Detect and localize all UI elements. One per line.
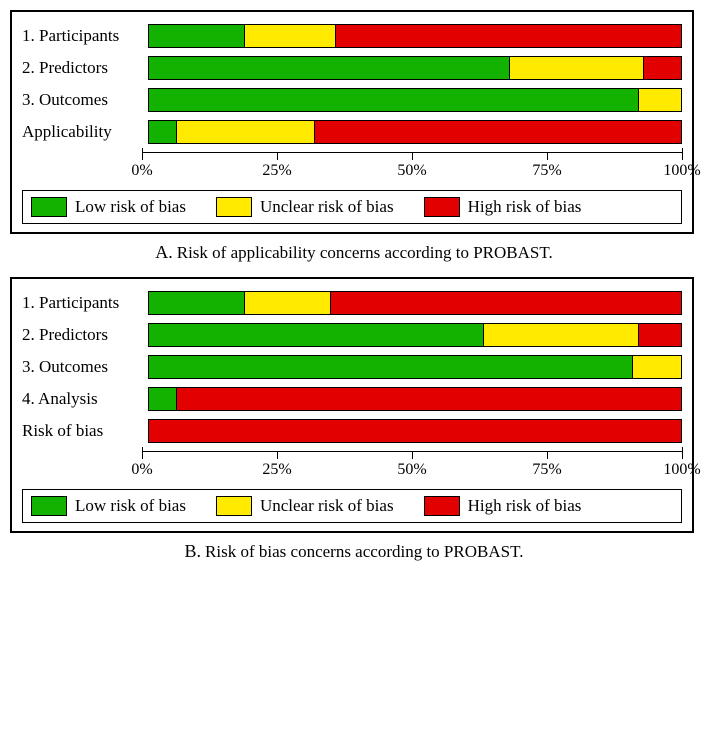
chart-area: 1. Participants 2. Predictors 3. Outcomes 4…	[22, 291, 682, 523]
bar-track	[148, 88, 682, 112]
bar-row: 1. Participants	[22, 291, 682, 315]
legend-swatch	[216, 496, 252, 516]
segment-unclear	[244, 25, 335, 47]
chart-panel: 1. Participants 2. Predictors 3. Outcomes 4…	[10, 277, 694, 533]
x-axis: 0%25%50%75%100%	[22, 451, 682, 485]
legend-label: Unclear risk of bias	[260, 197, 394, 217]
segment-unclear	[638, 89, 681, 111]
chart-panel: 1. Participants 2. Predictors 3. Outcomes A…	[10, 10, 694, 234]
bar-row: Applicability	[22, 120, 682, 144]
bar-track	[148, 323, 682, 347]
segment-low	[149, 89, 638, 111]
legend-item: Unclear risk of bias	[216, 496, 394, 516]
legend-label: Low risk of bias	[75, 496, 186, 516]
axis-tick-label: 100%	[663, 461, 700, 479]
caption-text: Risk of bias concerns according to PROBA…	[205, 542, 523, 561]
bar-track	[148, 291, 682, 315]
axis-tick-label: 100%	[663, 162, 700, 180]
segment-high	[638, 324, 681, 346]
row-label: 3. Outcomes	[22, 357, 148, 377]
bar-track	[148, 56, 682, 80]
bar-row: 2. Predictors	[22, 323, 682, 347]
bar-row: 3. Outcomes	[22, 355, 682, 379]
segment-high	[643, 57, 681, 79]
axis-tick-label: 50%	[397, 162, 426, 180]
chart-area: 1. Participants 2. Predictors 3. Outcomes A…	[22, 24, 682, 224]
legend-item: High risk of bias	[424, 197, 582, 217]
row-label: 3. Outcomes	[22, 90, 148, 110]
axis-tick-label: 25%	[262, 461, 291, 479]
segment-low	[149, 388, 176, 410]
segment-unclear	[176, 121, 315, 143]
bar-track	[148, 24, 682, 48]
caption-letter: A.	[155, 242, 173, 262]
legend-item: Unclear risk of bias	[216, 197, 394, 217]
row-label: 2. Predictors	[22, 325, 148, 345]
legend-label: Unclear risk of bias	[260, 496, 394, 516]
bar-row: 2. Predictors	[22, 56, 682, 80]
bar-row: 4. Analysis	[22, 387, 682, 411]
bar-track	[148, 387, 682, 411]
segment-unclear	[632, 356, 681, 378]
segment-unclear	[483, 324, 638, 346]
legend-label: High risk of bias	[468, 197, 582, 217]
segment-high	[330, 292, 681, 314]
caption-letter: B.	[185, 541, 202, 561]
legend-item: High risk of bias	[424, 496, 582, 516]
segment-low	[149, 356, 632, 378]
segment-low	[149, 324, 483, 346]
segment-high	[176, 388, 681, 410]
legend: Low risk of bias Unclear risk of bias High…	[22, 190, 682, 224]
bar-row: Risk of bias	[22, 419, 682, 443]
legend-swatch	[216, 197, 252, 217]
legend-swatch	[31, 197, 67, 217]
axis-tick-label: 50%	[397, 461, 426, 479]
segment-unclear	[244, 292, 330, 314]
segment-low	[149, 121, 176, 143]
axis-tick-label: 0%	[131, 162, 152, 180]
row-label: 4. Analysis	[22, 389, 148, 409]
bar-row: 1. Participants	[22, 24, 682, 48]
bar-track	[148, 355, 682, 379]
legend-item: Low risk of bias	[31, 197, 186, 217]
bar-track	[148, 120, 682, 144]
segment-low	[149, 25, 244, 47]
bar-row: 3. Outcomes	[22, 88, 682, 112]
legend-swatch	[424, 496, 460, 516]
axis-tick-label: 0%	[131, 461, 152, 479]
legend-label: High risk of bias	[468, 496, 582, 516]
row-label: 2. Predictors	[22, 58, 148, 78]
segment-high	[314, 121, 681, 143]
caption-text: Risk of applicability concerns according…	[177, 243, 553, 262]
x-axis: 0%25%50%75%100%	[22, 152, 682, 186]
axis-tick-label: 75%	[532, 162, 561, 180]
row-label: Risk of bias	[22, 421, 148, 441]
row-label: 1. Participants	[22, 26, 148, 46]
legend-swatch	[31, 496, 67, 516]
axis-tick-label: 25%	[262, 162, 291, 180]
bar-track	[148, 419, 682, 443]
segment-high	[149, 420, 681, 442]
row-label: 1. Participants	[22, 293, 148, 313]
row-label: Applicability	[22, 122, 148, 142]
panel-caption: B.Risk of bias concerns according to PRO…	[10, 541, 698, 562]
segment-unclear	[509, 57, 643, 79]
legend: Low risk of bias Unclear risk of bias High…	[22, 489, 682, 523]
segment-low	[149, 292, 244, 314]
legend-label: Low risk of bias	[75, 197, 186, 217]
panel-caption: A.Risk of applicability concerns accordi…	[10, 242, 698, 263]
segment-high	[335, 25, 681, 47]
legend-swatch	[424, 197, 460, 217]
segment-low	[149, 57, 509, 79]
legend-item: Low risk of bias	[31, 496, 186, 516]
axis-tick-label: 75%	[532, 461, 561, 479]
